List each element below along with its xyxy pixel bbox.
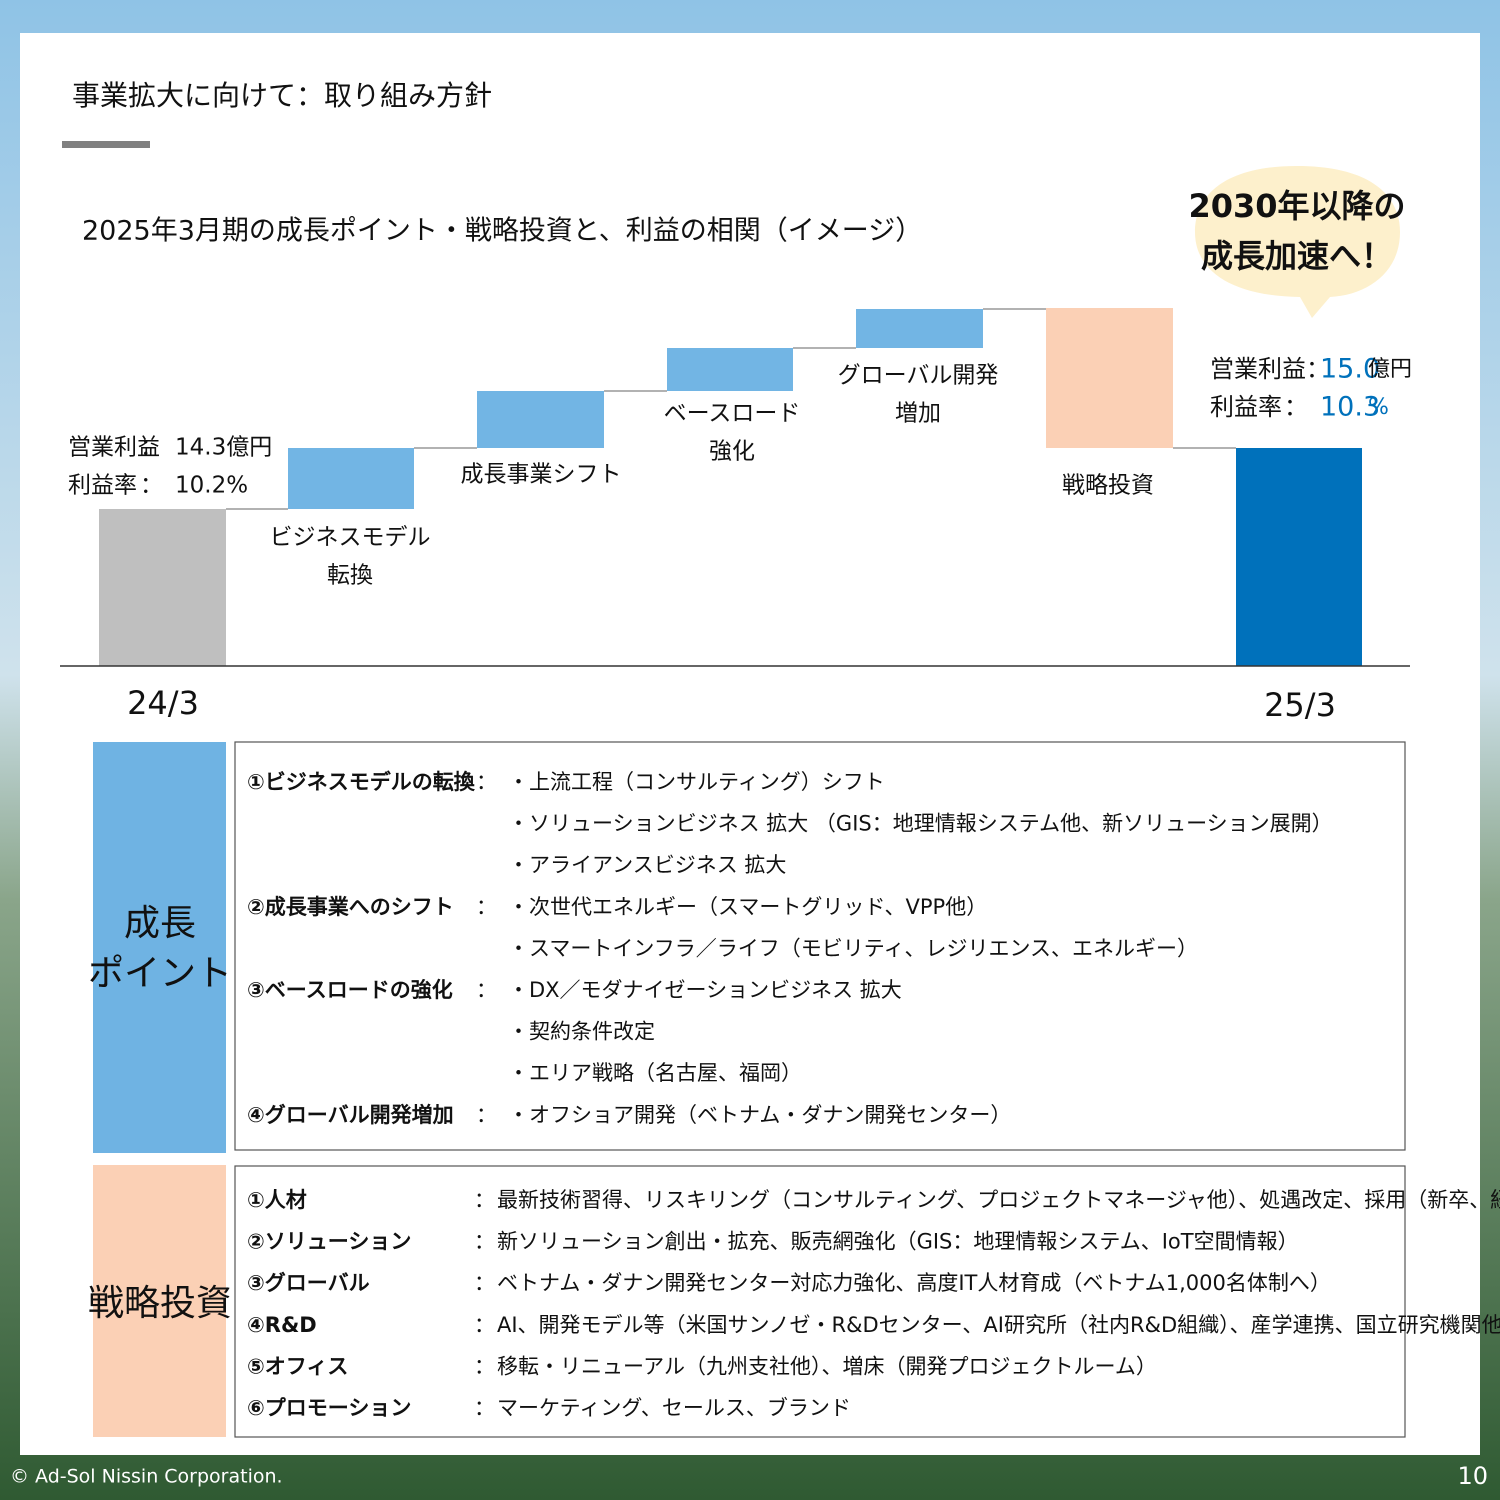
waterfall: [226, 308, 1236, 510]
step-label: 転換: [327, 563, 373, 589]
end-colon: ：: [1284, 393, 1308, 421]
callout-text: 2030年以降の: [1188, 187, 1405, 225]
investment-text: 移転・リニューアル（九州支社他）、増床（開発プロジェクトルーム）: [497, 1354, 1157, 1378]
investment-colon: ：: [474, 1230, 495, 1254]
investment-heading: ①人材: [247, 1188, 307, 1212]
copyright: © Ad-Sol Nissin Corporation.: [10, 1466, 283, 1488]
start-colon: ：: [140, 473, 163, 499]
investment-label: 戦略投資: [88, 1283, 232, 1324]
subtitle: 2025年3月期の成長ポイント・戦略投資と、利益の相関（イメージ）: [82, 216, 922, 247]
end-label: 利益率: [1210, 393, 1282, 421]
investment-heading: ③グローバル: [247, 1271, 370, 1295]
step-label: 戦略投資: [1062, 473, 1154, 499]
growth-item: ・アライアンスビジネス 拡大: [508, 853, 786, 877]
growth-item: ・次世代エネルギー（スマートグリッド、VPP他）: [508, 895, 987, 919]
callout-bubble: [1195, 166, 1400, 318]
growth-heading: ④グローバル開発増加: [247, 1103, 454, 1127]
start-label: 利益率: [68, 473, 137, 499]
step-bar: [288, 448, 414, 509]
investment-label-box: [93, 1165, 226, 1437]
end-label: 営業利益：: [1210, 355, 1330, 383]
growth-heading: ①ビジネスモデルの転換: [247, 770, 476, 794]
growth-colon: ：: [476, 770, 497, 794]
growth-colon: ：: [476, 978, 497, 1002]
step-label: ベースロード: [664, 401, 801, 427]
investment-colon: ：: [474, 1271, 495, 1295]
investment-colon: ：: [474, 1188, 495, 1212]
investment-colon: ：: [474, 1396, 495, 1420]
end-value: 15.0: [1320, 354, 1380, 385]
growth-item: ・オフショア開発（ベトナム・ダナン開発センター）: [508, 1103, 1011, 1127]
growth-label: ポイント: [88, 953, 232, 994]
growth-heading: ②成長事業へのシフト: [247, 895, 454, 919]
start-value: 10.2%: [175, 473, 248, 499]
growth-label-box: [93, 742, 226, 1153]
investment-colon: ：: [474, 1354, 495, 1378]
start-label: 営業利益: [68, 435, 160, 461]
growth-item: ・上流工程（コンサルティング）シフト: [508, 770, 885, 794]
step-bar: [667, 348, 793, 391]
investment-colon: ：: [474, 1313, 495, 1337]
growth-item: ・ソリューションビジネス 拡大 （GIS：地理情報システム他、新ソリューション展…: [508, 812, 1333, 836]
end-value: 10.3: [1320, 392, 1380, 423]
investment-bar: [1046, 308, 1173, 448]
step-label: 強化: [709, 439, 755, 465]
investment-heading: ⑥プロモーション: [247, 1396, 411, 1420]
investment-heading: ⑤オフィス: [247, 1354, 348, 1378]
step-label: グローバル開発: [838, 363, 999, 389]
growth-item: ・DX／モダナイゼーションビジネス 拡大: [508, 978, 902, 1002]
page-number: 10: [1457, 1462, 1488, 1490]
x-label: 24/3: [127, 684, 199, 722]
step-label: 増加: [895, 401, 941, 427]
growth-box: [234, 741, 1406, 1151]
step-bar: [477, 391, 604, 448]
step-label: 成長事業シフト: [461, 462, 622, 488]
end-unit: %: [1368, 395, 1389, 420]
start-bar: [99, 509, 226, 666]
title: 事業拡大に向けて：取り組み方針: [72, 79, 492, 112]
investment-heading: ④R&D: [247, 1313, 317, 1337]
growth-item: ・契約条件改定: [508, 1020, 655, 1044]
investment-box: [234, 1165, 1406, 1438]
investment-text: ベトナム・ダナン開発センター対応力強化、高度IT人材育成（ベトナム1,000名体…: [497, 1271, 1331, 1295]
growth-colon: ：: [476, 895, 497, 919]
step-bar: [856, 309, 983, 348]
start-colon: ：: [140, 435, 163, 461]
investment-text: 新ソリューション創出・拡充、販売網強化（GIS：地理情報システム、IoT空間情報…: [497, 1230, 1299, 1254]
title-underline: [62, 141, 150, 148]
step-label: ビジネスモデル: [270, 525, 431, 551]
investment-text: AI、開発モデル等（米国サンノゼ・R&Dセンター、AI研究所（社内R&D組織）、…: [497, 1313, 1500, 1337]
investment-text: 最新技術習得、リスキリング（コンサルティング、プロジェクトマネージャ他）、処遇改…: [497, 1188, 1500, 1212]
growth-colon: ：: [476, 1103, 497, 1127]
investment-text: マーケティング、セールス、ブランド: [497, 1396, 851, 1420]
investment-heading: ②ソリューション: [247, 1230, 411, 1254]
start-value: 14.3億円: [175, 435, 272, 461]
end-unit: 億円: [1368, 357, 1412, 382]
growth-item: ・エリア戦略（名古屋、福岡）: [508, 1061, 802, 1085]
end-bar: [1236, 448, 1362, 666]
x-label: 25/3: [1264, 686, 1336, 724]
callout-text: 成長加速へ！: [1201, 237, 1393, 275]
growth-item: ・スマートインフラ／ライフ（モビリティ、レジリエンス、エネルギー）: [508, 936, 1198, 960]
growth-label: 成長: [124, 903, 196, 944]
growth-heading: ③ベースロードの強化: [247, 978, 453, 1002]
